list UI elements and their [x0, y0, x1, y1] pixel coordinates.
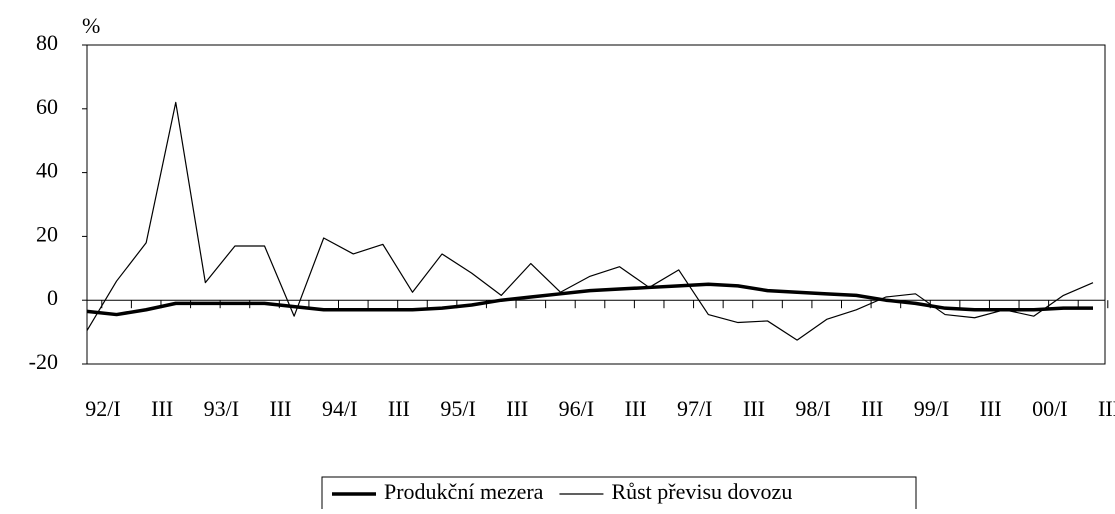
x-tick-label: 93/I	[204, 396, 239, 421]
legend-label: Produkční mezera	[384, 479, 544, 504]
x-tick-label: III	[1098, 396, 1115, 421]
legend-label: Růst převisu dovozu	[611, 479, 792, 504]
plot-area	[86, 44, 1106, 365]
x-tick-label: 95/I	[440, 396, 475, 421]
x-tick-label: 96/I	[559, 396, 594, 421]
x-tick-label: III	[980, 396, 1002, 421]
x-tick-label: 00/I	[1032, 396, 1067, 421]
series-line	[86, 101, 1094, 341]
x-tick-label: 98/I	[795, 396, 830, 421]
x-tick-label: III	[151, 396, 173, 421]
x-tick-label: 94/I	[322, 396, 357, 421]
y-tick-label: 0	[47, 285, 58, 310]
y-axis-label: %	[82, 13, 100, 38]
legend: Produkční mezera Růst převisu dovozu	[321, 476, 917, 512]
x-tick-label: III	[743, 396, 765, 421]
legend-box	[321, 476, 917, 512]
x-tick-label: III	[388, 396, 410, 421]
y-tick-label: 40	[36, 158, 58, 183]
y-tick-label: 80	[36, 30, 58, 55]
y-tick-label: 60	[36, 94, 58, 119]
x-tick-label: III	[506, 396, 528, 421]
x-tick-label: 97/I	[677, 396, 712, 421]
series-line	[86, 282, 1093, 317]
x-tick-label: 92/I	[85, 396, 120, 421]
x-tick-label: III	[861, 396, 883, 421]
x-tick-label: 99/I	[914, 396, 949, 421]
y-tick-label: -20	[29, 349, 58, 374]
x-tick-label: III	[625, 396, 647, 421]
y-tick-label: 20	[36, 221, 58, 246]
x-tick-label: III	[270, 396, 292, 421]
